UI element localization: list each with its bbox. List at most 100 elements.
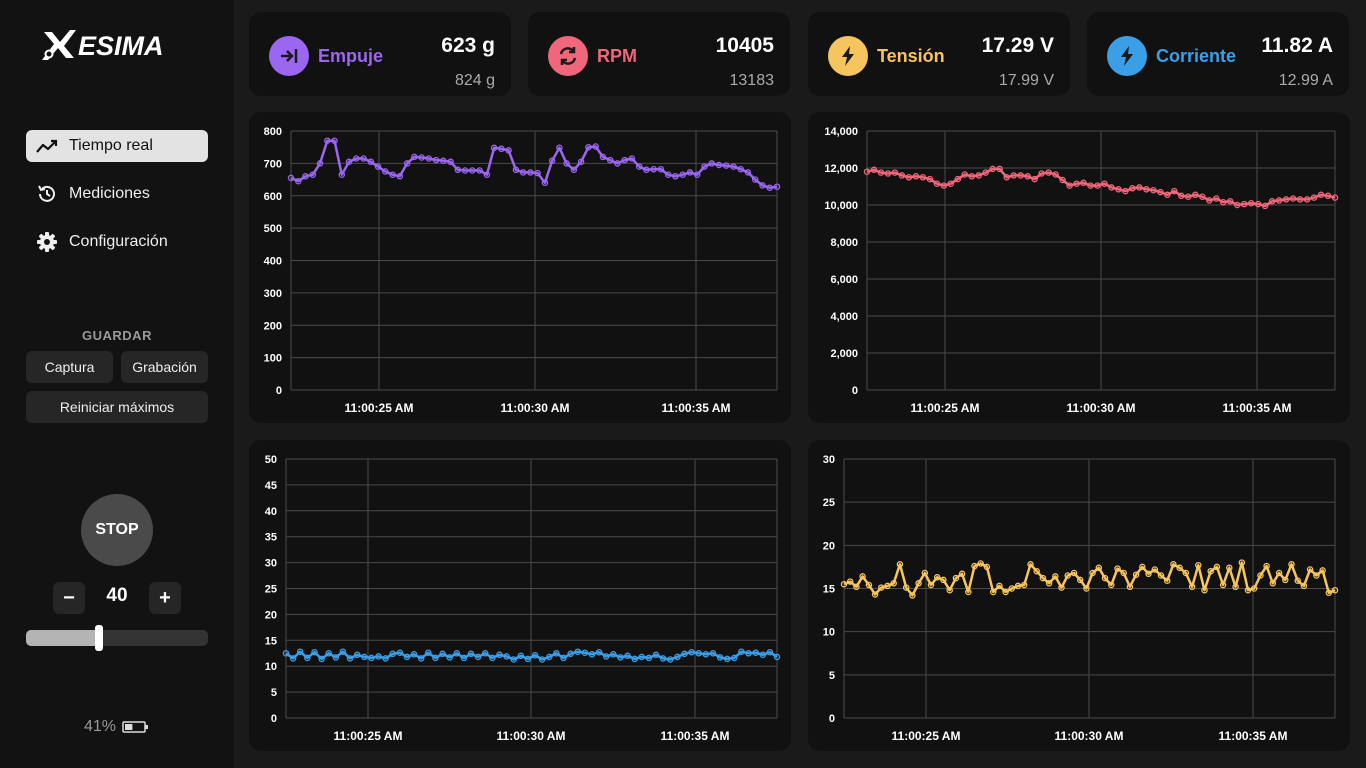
data-point	[927, 581, 935, 589]
metric-label: Corriente	[1156, 46, 1237, 66]
data-point	[1108, 581, 1115, 589]
series-line-rpm	[866, 167, 1336, 208]
x-tick-label: 11:00:25 AM	[911, 401, 980, 415]
data-point	[490, 144, 498, 152]
y-tick-label: 30	[265, 558, 277, 570]
data-point	[708, 160, 715, 167]
y-tick-label: 0	[829, 713, 835, 725]
data-point	[517, 652, 525, 660]
data-point	[1195, 561, 1202, 569]
data-point	[447, 158, 454, 166]
nav-item-tiempo-real[interactable]: Tiempo real	[26, 130, 208, 162]
throttle-slider[interactable]	[26, 630, 208, 646]
data-point	[476, 167, 483, 174]
data-point	[1289, 195, 1297, 202]
data-point	[898, 172, 906, 179]
data-point	[432, 156, 440, 164]
data-point	[1122, 187, 1129, 195]
y-tick-label: 10	[265, 661, 277, 673]
nav-item-label: Tiempo real	[69, 137, 153, 154]
y-tick-label: 0	[852, 385, 858, 397]
data-point	[316, 160, 324, 167]
data-point	[346, 655, 354, 662]
data-point	[737, 165, 744, 173]
data-point	[1039, 574, 1047, 582]
data-point	[446, 654, 453, 661]
throttle-decrease-button[interactable]: −	[53, 582, 85, 614]
y-tick-label: 5	[829, 670, 835, 682]
data-point	[688, 648, 695, 656]
data-point	[961, 171, 969, 178]
data-point	[730, 163, 737, 170]
data-point	[1213, 563, 1221, 571]
data-point	[1171, 187, 1178, 195]
data-point	[1163, 577, 1171, 584]
data-point	[1192, 191, 1199, 199]
data-point	[701, 163, 708, 170]
data-point	[759, 182, 766, 189]
data-point	[891, 169, 899, 176]
throttle-increase-button[interactable]: +	[149, 582, 181, 614]
data-point	[389, 171, 396, 178]
data-point	[1226, 564, 1233, 572]
save-section-title: GUARDAR	[82, 328, 152, 343]
y-tick-label: 8,000	[830, 237, 858, 249]
y-tick-label: 45	[265, 480, 277, 492]
data-point	[1150, 186, 1157, 194]
data-point	[884, 582, 891, 590]
x-tick-label: 11:00:30 AM	[501, 401, 570, 415]
chart-panel-rpm: 0 2,000 4,000 6,000 8,000 10,000 12,000 14,000 1…	[808, 112, 1350, 423]
data-point	[439, 650, 446, 658]
y-tick-label: 30	[823, 454, 835, 466]
data-point	[460, 654, 468, 662]
metric-value: 11.82 A	[1261, 34, 1333, 57]
battery-status: 41%	[84, 718, 150, 736]
stop-button[interactable]: STOP	[81, 494, 153, 566]
data-point	[915, 580, 922, 587]
metric-label: RPM	[597, 46, 637, 66]
data-point	[989, 165, 996, 173]
record-button[interactable]: Grabación	[121, 351, 208, 383]
data-point	[432, 654, 439, 662]
data-point	[1076, 576, 1084, 584]
series-line-empuje	[290, 139, 778, 189]
sidebar: ESIMA Tiempo real Mediciones Configuraci…	[0, 0, 234, 768]
data-point	[1201, 586, 1208, 594]
data-point	[1008, 585, 1016, 592]
data-point	[975, 172, 983, 179]
nav-item-configuracion[interactable]: Configuración	[26, 226, 208, 258]
data-point	[410, 651, 418, 658]
y-tick-label: 20	[265, 609, 277, 621]
data-point	[1157, 188, 1164, 196]
data-point	[946, 586, 953, 594]
data-point	[996, 582, 1003, 590]
data-point	[1282, 196, 1290, 203]
data-point	[1331, 586, 1339, 594]
data-point	[989, 588, 997, 596]
data-point	[1139, 563, 1146, 571]
reset-max-button[interactable]: Reiniciar máximos	[26, 391, 208, 423]
nav-item-mediciones[interactable]: Mediciones	[26, 178, 208, 210]
data-point	[1213, 195, 1220, 202]
data-point	[1164, 191, 1171, 199]
throttle-slider-thumb[interactable]	[94, 625, 103, 651]
nav-item-label: Mediciones	[69, 185, 150, 202]
data-point	[481, 650, 489, 657]
data-point	[971, 562, 978, 570]
x-tick-label: 11:00:25 AM	[345, 401, 414, 415]
data-point	[926, 175, 934, 183]
data-point	[702, 651, 710, 658]
y-tick-label: 6,000	[830, 274, 858, 286]
data-point	[628, 155, 636, 162]
data-point	[1219, 198, 1227, 206]
data-point	[905, 174, 913, 181]
trend-line-icon	[36, 139, 58, 153]
data-point	[1066, 182, 1073, 189]
data-point	[489, 654, 496, 662]
data-point	[933, 180, 941, 187]
data-point	[411, 153, 418, 161]
data-point	[1188, 583, 1196, 591]
data-point	[643, 166, 650, 174]
data-point	[1136, 184, 1143, 191]
capture-button[interactable]: Captura	[26, 351, 113, 383]
